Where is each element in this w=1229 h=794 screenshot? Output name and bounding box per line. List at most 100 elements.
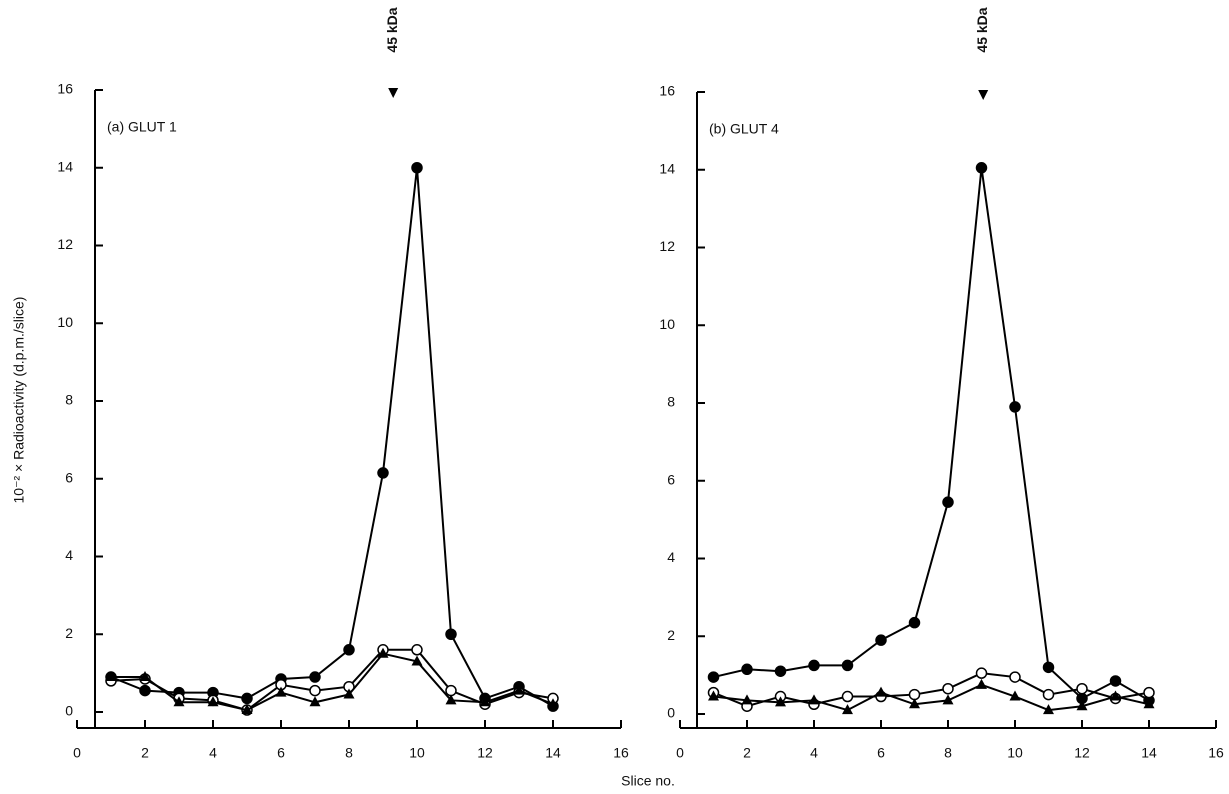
annotation-arrow <box>978 90 989 100</box>
marker <box>1042 661 1055 674</box>
y-tick-label: 8 <box>65 392 73 408</box>
marker <box>309 696 321 707</box>
x-tick-label: 6 <box>877 745 885 761</box>
marker <box>841 690 854 703</box>
marker <box>975 667 988 679</box>
marker <box>241 692 253 705</box>
marker <box>1009 401 1021 413</box>
marker <box>1076 682 1088 695</box>
y-tick-label: 16 <box>659 83 675 99</box>
x-tick-label: 6 <box>277 745 285 761</box>
marker <box>207 696 219 707</box>
marker <box>241 704 253 715</box>
x-axis-label: Slice no. <box>621 773 675 789</box>
marker <box>1042 688 1055 701</box>
marker <box>411 655 423 666</box>
marker <box>775 696 786 707</box>
marker <box>377 647 389 658</box>
marker <box>707 671 720 683</box>
marker <box>908 616 921 629</box>
y-tick-label: 6 <box>667 471 675 487</box>
marker <box>173 696 185 707</box>
marker <box>343 644 355 656</box>
annotation: 45 kDa <box>384 7 400 52</box>
marker <box>445 628 457 640</box>
marker <box>741 694 753 705</box>
marker <box>547 698 559 709</box>
marker <box>275 686 287 697</box>
marker <box>942 496 954 508</box>
marker <box>1143 686 1155 699</box>
marker <box>741 663 753 676</box>
marker <box>105 671 117 682</box>
y-tick-label: 14 <box>57 158 73 174</box>
marker <box>309 671 321 683</box>
marker <box>841 659 854 672</box>
panel-title: (a) GLUT 1 <box>107 119 177 135</box>
marker <box>139 684 151 697</box>
marker <box>942 682 954 695</box>
marker <box>479 696 491 707</box>
x-tick-label: 10 <box>1007 745 1023 761</box>
marker <box>909 698 920 709</box>
y-tick-label: 6 <box>65 469 73 485</box>
x-tick-label: 12 <box>1074 745 1090 761</box>
x-tick-label: 16 <box>613 745 629 761</box>
y-tick-label: 8 <box>667 394 675 410</box>
x-tick-label: 2 <box>743 745 751 761</box>
x-tick-label: 0 <box>73 745 81 761</box>
marker <box>445 694 457 705</box>
marker <box>1076 700 1088 711</box>
series-line <box>713 167 1150 702</box>
marker <box>875 634 887 646</box>
marker <box>411 644 423 656</box>
marker <box>708 690 719 701</box>
marker <box>942 694 954 705</box>
x-tick-label: 12 <box>477 745 493 761</box>
x-tick-label: 16 <box>1208 745 1224 761</box>
x-tick-label: 10 <box>409 745 425 761</box>
y-tick-label: 12 <box>659 238 675 254</box>
panel-title: (b) GLUT 4 <box>709 121 779 137</box>
x-tick-label: 14 <box>1141 745 1157 761</box>
y-tick-label: 10 <box>659 316 675 332</box>
marker <box>139 671 151 682</box>
marker <box>1043 704 1054 715</box>
marker <box>513 684 525 695</box>
x-tick-label: 0 <box>676 745 684 761</box>
marker <box>875 686 887 697</box>
marker <box>343 688 355 699</box>
marker <box>774 665 787 677</box>
annotation: 45 kDa <box>974 7 990 52</box>
marker <box>1110 690 1121 701</box>
series-line <box>111 652 554 712</box>
marker <box>808 659 820 672</box>
y-tick-label: 10 <box>57 314 73 330</box>
marker <box>377 467 389 479</box>
marker <box>1143 698 1155 709</box>
x-tick-label: 8 <box>944 745 952 761</box>
marker <box>808 694 820 705</box>
y-tick-label: 4 <box>667 549 675 565</box>
marker <box>445 684 457 697</box>
y-tick-label: 0 <box>65 703 73 719</box>
marker <box>1109 675 1122 687</box>
y-axis-label: 10⁻² × Radioactivity (d.p.m./slice) <box>11 297 27 504</box>
marker <box>1009 690 1021 701</box>
y-tick-label: 12 <box>57 236 73 252</box>
y-tick-label: 2 <box>667 627 675 643</box>
marker <box>1009 671 1021 683</box>
marker <box>976 678 987 689</box>
marker <box>411 162 423 174</box>
marker <box>842 704 853 715</box>
x-tick-label: 8 <box>345 745 353 761</box>
series-line <box>713 683 1150 712</box>
x-tick-label: 14 <box>545 745 561 761</box>
y-tick-label: 14 <box>659 160 675 176</box>
series-line <box>110 167 554 708</box>
y-tick-label: 2 <box>65 625 73 641</box>
x-tick-label: 4 <box>209 745 217 761</box>
annotation-arrow <box>388 88 399 98</box>
marker <box>975 162 988 174</box>
